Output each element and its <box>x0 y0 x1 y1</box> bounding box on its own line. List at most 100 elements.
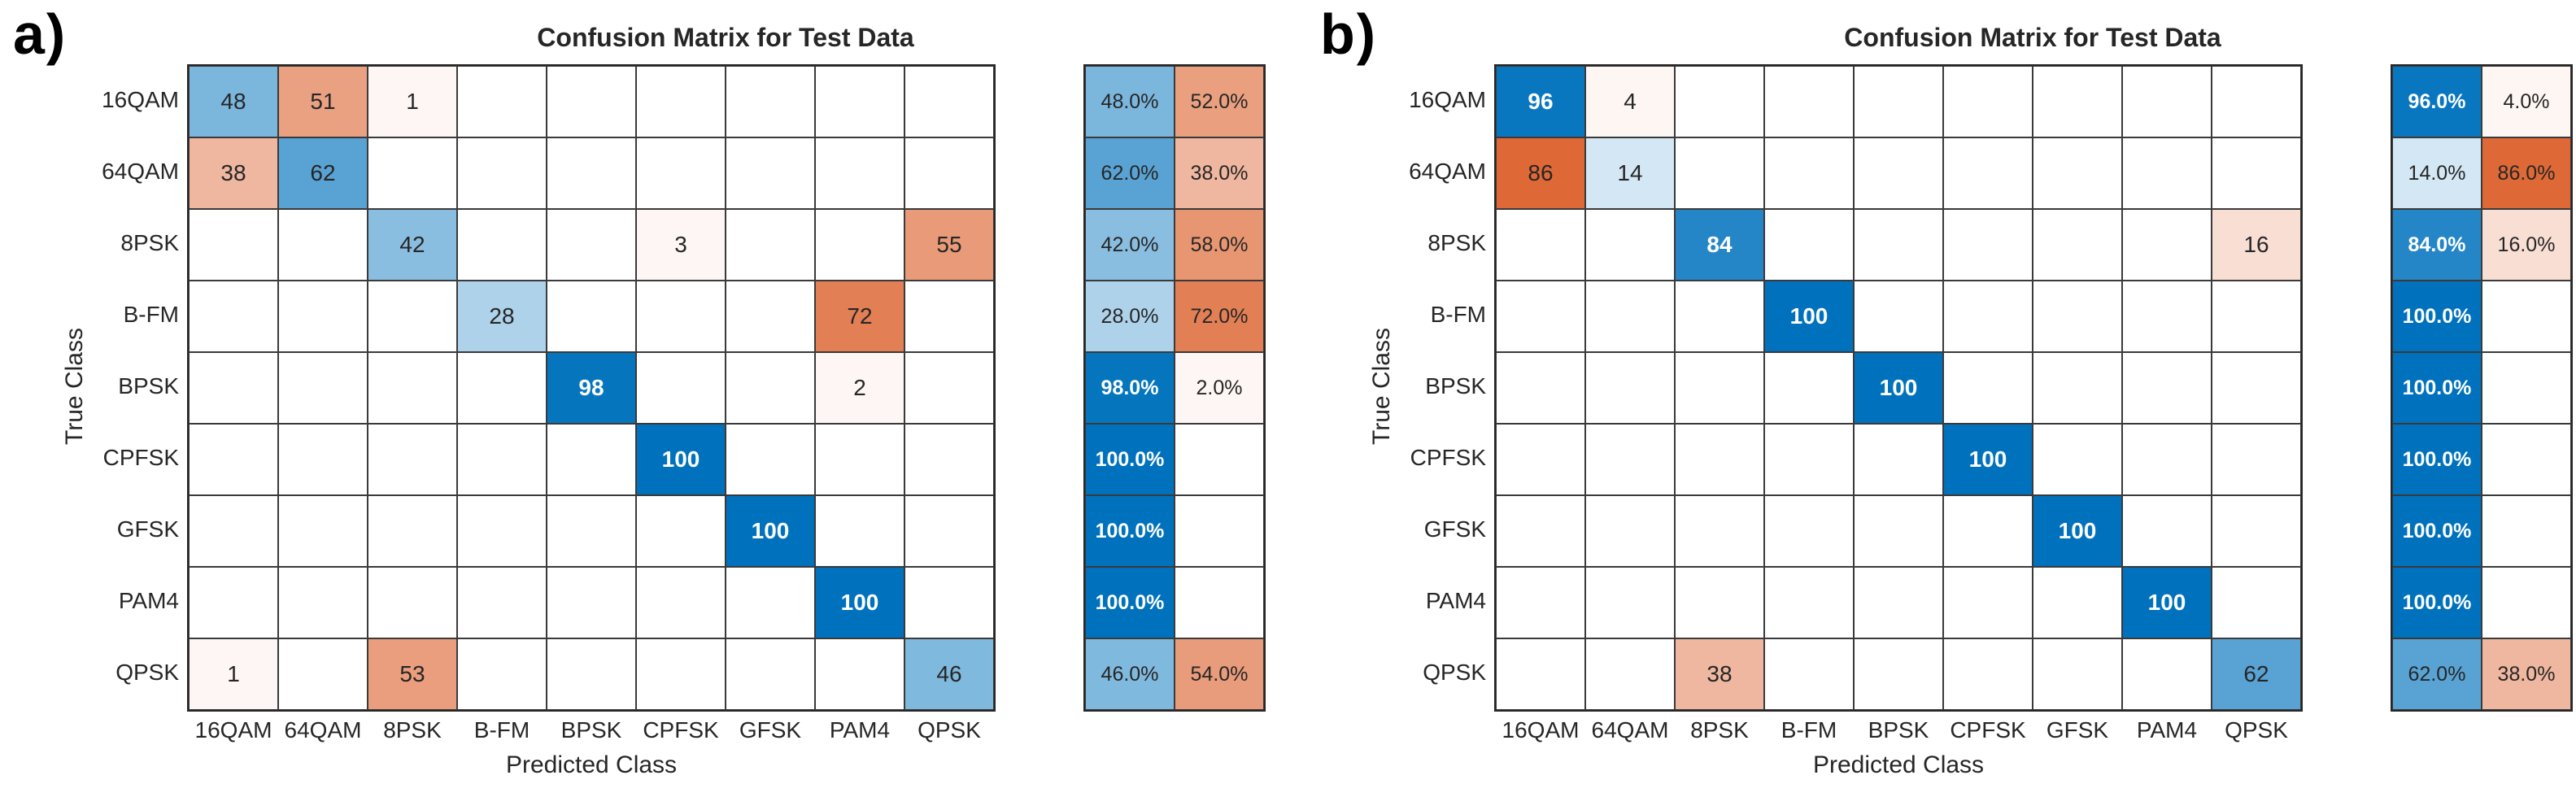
matrix-cell-QPSK-GFSK <box>2033 638 2122 710</box>
matrix-cell-CPFSK-8PSK <box>368 424 457 495</box>
matrix-cell-BPSK-PAM4 <box>2122 352 2212 424</box>
matrix-cell-B-FM-16QAM <box>1496 281 1585 352</box>
matrix-cell-16QAM-B-FM <box>457 66 547 137</box>
summary-cell-QPSK-incorrect: 38.0% <box>2482 638 2571 710</box>
x-axis-label-b: Predicted Class <box>1812 751 1985 778</box>
x-tick-BPSK: BPSK <box>1868 717 1929 743</box>
matrix-cell-BPSK-PAM4: 2 <box>815 352 904 424</box>
matrix-cell-GFSK-BPSK <box>547 495 636 567</box>
matrix-cell-CPFSK-PAM4 <box>2122 424 2212 495</box>
y-tick-BPSK: BPSK <box>118 373 179 398</box>
matrix-cell-QPSK-PAM4 <box>2122 638 2212 710</box>
matrix-cell-8PSK-BPSK <box>547 209 636 281</box>
matrix-cell-64QAM-64QAM: 14 <box>1585 137 1675 209</box>
matrix-cell-PAM4-CPFSK <box>636 567 726 638</box>
matrix-cell-PAM4-GFSK <box>2033 567 2122 638</box>
matrix-cell-16QAM-8PSK: 1 <box>368 66 457 137</box>
y-tick-CPFSK: CPFSK <box>1410 445 1486 470</box>
summary-cell-64QAM-incorrect: 38.0% <box>1175 137 1264 209</box>
summary-cell-GFSK-incorrect <box>2482 495 2571 567</box>
matrix-cell-64QAM-PAM4 <box>2122 137 2212 209</box>
x-tick-64QAM: 64QAM <box>1591 717 1669 743</box>
matrix-cell-64QAM-B-FM <box>1764 137 1854 209</box>
matrix-cell-PAM4-64QAM <box>278 567 368 638</box>
matrix-cell-8PSK-8PSK: 42 <box>368 209 457 281</box>
summary-cell-PAM4-incorrect <box>1175 567 1264 638</box>
summary-cell-PAM4-incorrect <box>2482 567 2571 638</box>
matrix-cell-CPFSK-PAM4 <box>815 424 904 495</box>
matrix-cell-8PSK-GFSK <box>726 209 815 281</box>
summary-cell-B-FM-incorrect: 72.0% <box>1175 281 1264 352</box>
matrix-cell-PAM4-BPSK <box>1854 567 1943 638</box>
summary-cell-CPFSK-incorrect <box>1175 424 1264 495</box>
matrix-cell-GFSK-B-FM <box>457 495 547 567</box>
matrix-cell-8PSK-16QAM <box>1496 209 1585 281</box>
confusion-matrix-grid-b: 96 4 86 14 84 16 100 100 100 100 100 38 62 <box>1494 64 2303 712</box>
matrix-cell-QPSK-CPFSK <box>636 638 726 710</box>
matrix-cell-GFSK-16QAM <box>189 495 278 567</box>
matrix-cell-8PSK-64QAM <box>1585 209 1675 281</box>
matrix-cell-GFSK-PAM4 <box>2122 495 2212 567</box>
matrix-cell-PAM4-CPFSK <box>1943 567 2033 638</box>
matrix-cell-GFSK-16QAM <box>1496 495 1585 567</box>
matrix-cell-64QAM-QPSK <box>904 137 994 209</box>
matrix-cell-GFSK-QPSK <box>2212 495 2301 567</box>
matrix-cell-64QAM-BPSK <box>547 137 636 209</box>
matrix-cell-CPFSK-CPFSK: 100 <box>1943 424 2033 495</box>
confusion-matrix-grid-a: 48 51 1 38 62 42 3 55 28 72 98 2 100 100 100 1 53 46 <box>187 64 996 712</box>
matrix-cell-QPSK-GFSK <box>726 638 815 710</box>
matrix-cell-64QAM-CPFSK <box>1943 137 2033 209</box>
matrix-cell-8PSK-B-FM <box>1764 209 1854 281</box>
x-tick-QPSK: QPSK <box>918 717 981 743</box>
matrix-cell-BPSK-8PSK <box>1675 352 1764 424</box>
matrix-cell-PAM4-16QAM <box>189 567 278 638</box>
summary-cell-16QAM-incorrect: 4.0% <box>2482 66 2571 137</box>
summary-cell-BPSK-incorrect <box>2482 352 2571 424</box>
summary-cell-8PSK-correct: 42.0% <box>1085 209 1175 281</box>
y-tick-QPSK: QPSK <box>1423 660 1486 685</box>
matrix-cell-GFSK-PAM4 <box>815 495 904 567</box>
matrix-cell-64QAM-B-FM <box>457 137 547 209</box>
matrix-cell-CPFSK-BPSK <box>547 424 636 495</box>
matrix-cell-GFSK-QPSK <box>904 495 994 567</box>
y-tick-64QAM: 64QAM <box>102 159 179 184</box>
matrix-cell-CPFSK-64QAM <box>1585 424 1675 495</box>
chart-title-a: Confusion Matrix for Test Data <box>537 23 914 52</box>
matrix-cell-GFSK-GFSK: 100 <box>2033 495 2122 567</box>
matrix-cell-64QAM-8PSK <box>1675 137 1764 209</box>
matrix-cell-BPSK-QPSK <box>904 352 994 424</box>
matrix-cell-B-FM-CPFSK <box>636 281 726 352</box>
y-tick-64QAM: 64QAM <box>1409 159 1486 184</box>
matrix-cell-GFSK-64QAM <box>278 495 368 567</box>
matrix-cell-PAM4-16QAM <box>1496 567 1585 638</box>
matrix-cell-16QAM-CPFSK <box>636 66 726 137</box>
matrix-cell-16QAM-PAM4 <box>815 66 904 137</box>
summary-cell-64QAM-correct: 62.0% <box>1085 137 1175 209</box>
matrix-cell-GFSK-8PSK <box>1675 495 1764 567</box>
matrix-cell-QPSK-8PSK: 53 <box>368 638 457 710</box>
matrix-cell-BPSK-GFSK <box>726 352 815 424</box>
summary-cell-CPFSK-incorrect <box>2482 424 2571 495</box>
matrix-cell-16QAM-16QAM: 48 <box>189 66 278 137</box>
matrix-cell-B-FM-GFSK <box>726 281 815 352</box>
summary-cell-8PSK-incorrect: 16.0% <box>2482 209 2571 281</box>
summary-cell-B-FM-incorrect <box>2482 281 2571 352</box>
y-tick-16QAM: 16QAM <box>1409 87 1486 112</box>
matrix-cell-8PSK-QPSK: 16 <box>2212 209 2301 281</box>
matrix-cell-PAM4-QPSK <box>2212 567 2301 638</box>
matrix-cell-CPFSK-16QAM <box>189 424 278 495</box>
matrix-cell-B-FM-CPFSK <box>1943 281 2033 352</box>
summary-cell-QPSK-correct: 62.0% <box>2392 638 2482 710</box>
y-tick-B-FM: B-FM <box>1430 302 1486 327</box>
summary-cell-8PSK-incorrect: 58.0% <box>1175 209 1264 281</box>
matrix-cell-QPSK-QPSK: 46 <box>904 638 994 710</box>
matrix-cell-B-FM-PAM4: 72 <box>815 281 904 352</box>
x-tick-16QAM: 16QAM <box>194 717 272 743</box>
x-tick-8PSK: 8PSK <box>1690 717 1749 743</box>
matrix-cell-B-FM-B-FM: 100 <box>1764 281 1854 352</box>
x-tick-BPSK: BPSK <box>560 717 622 743</box>
summary-cell-64QAM-correct: 14.0% <box>2392 137 2482 209</box>
summary-cell-8PSK-correct: 84.0% <box>2392 209 2482 281</box>
y-tick-8PSK: 8PSK <box>1427 230 1486 255</box>
y-tick-B-FM: B-FM <box>123 302 179 327</box>
